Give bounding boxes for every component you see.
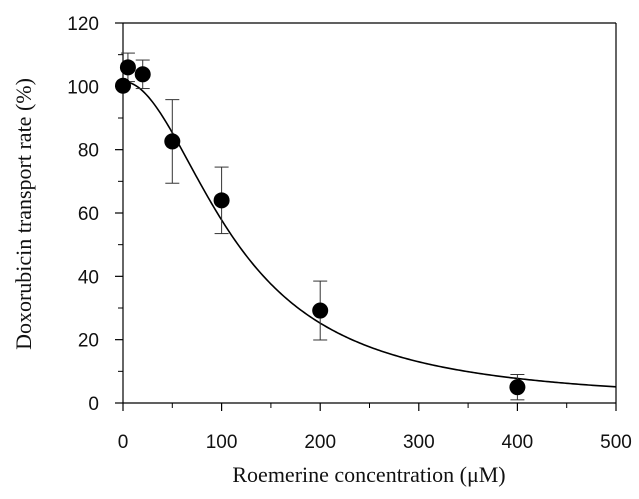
y-tick-label: 40 <box>78 267 99 288</box>
y-tick-label: 80 <box>78 141 99 162</box>
x-tick-label: 200 <box>304 432 336 453</box>
fit-curve <box>122 80 617 388</box>
y-tick-label: 100 <box>67 77 99 98</box>
plot-frame <box>122 22 617 404</box>
data-point <box>115 77 131 94</box>
x-tick-label: 0 <box>118 432 129 453</box>
data-point <box>164 133 181 150</box>
x-axis-title: Roemerine concentration (μM) <box>232 462 505 487</box>
y-axis-ticks: 0 20 40 60 80 100 120 <box>67 14 123 415</box>
x-tick-label: 500 <box>600 432 632 453</box>
x-tick-label: 300 <box>403 432 435 453</box>
y-tick-label: 20 <box>78 331 99 352</box>
x-axis-ticks: 0 100 200 300 400 500 <box>118 403 632 453</box>
data-point <box>134 66 151 83</box>
y-tick-label: 120 <box>67 14 99 35</box>
fit-curve-layer <box>122 80 617 388</box>
data-point <box>213 192 230 209</box>
x-tick-label: 400 <box>502 432 534 453</box>
data-point <box>509 379 526 396</box>
y-tick-label: 0 <box>88 394 99 415</box>
data-point <box>312 302 329 319</box>
y-axis-title: Doxorubicin transport rate (%) <box>11 78 36 350</box>
y-tick-label: 60 <box>78 204 99 225</box>
data-point <box>119 59 136 76</box>
error-bars-layer <box>120 52 525 401</box>
x-tick-label: 100 <box>206 432 238 453</box>
data-points-layer <box>115 59 526 396</box>
